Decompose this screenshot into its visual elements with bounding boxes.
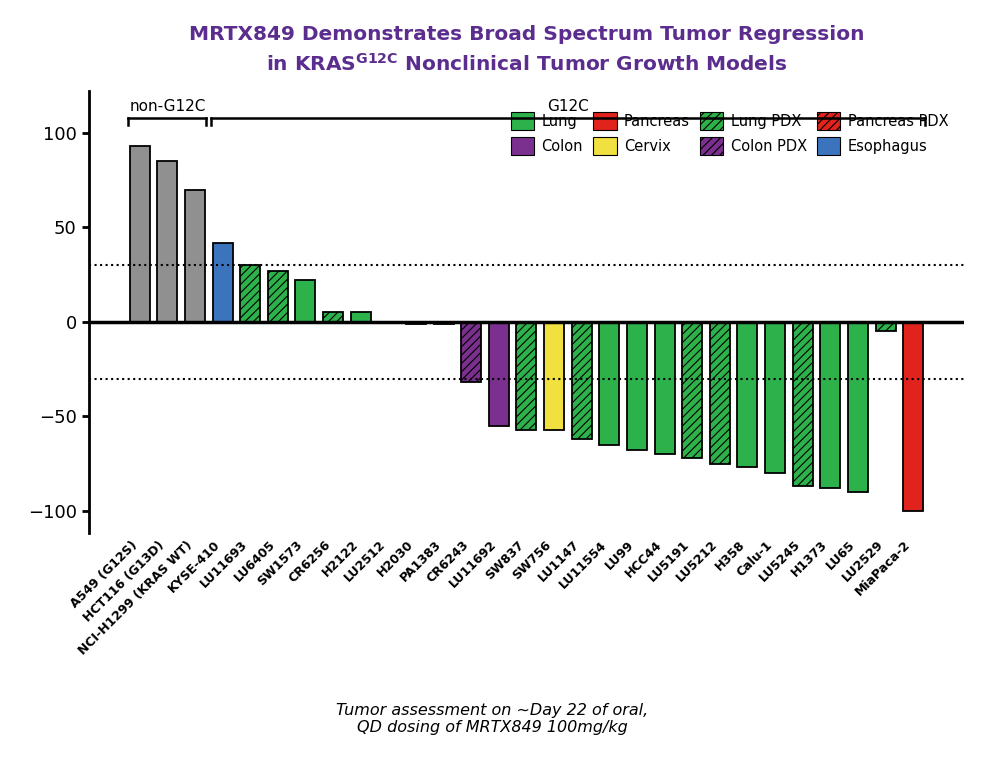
Bar (599, 322, 619, 445)
Bar (406, 322, 426, 324)
Bar (627, 322, 646, 450)
Bar (821, 322, 840, 488)
Bar (654, 322, 674, 454)
Bar (572, 322, 591, 439)
Bar (130, 146, 150, 322)
Legend: Lung, Colon, Pancreas, Cervix, Lung PDX, Colon PDX, Pancreas PDX, Esophagus: Lung, Colon, Pancreas, Cervix, Lung PDX,… (502, 103, 957, 164)
Bar (489, 322, 509, 426)
Bar (766, 322, 785, 473)
Text: Tumor assessment on ~Day 22 of oral,
QD dosing of MRTX849 100mg/kg: Tumor assessment on ~Day 22 of oral, QD … (336, 703, 648, 735)
Bar (268, 271, 287, 322)
Bar (682, 322, 703, 458)
Bar (737, 322, 758, 467)
Bar (876, 322, 895, 331)
Text: non-G12C: non-G12C (129, 99, 206, 114)
Bar (461, 322, 481, 383)
Bar (240, 265, 260, 322)
Bar (709, 322, 730, 463)
Bar (793, 322, 813, 486)
Bar (350, 312, 371, 322)
Bar (295, 280, 316, 322)
Bar (213, 242, 232, 322)
Text: G12C: G12C (547, 99, 588, 114)
Title: MRTX849 Demonstrates Broad Spectrum Tumor Regression
in KRAS$^{\mathbf{G12C}}$ N: MRTX849 Demonstrates Broad Spectrum Tumo… (189, 24, 864, 75)
Bar (434, 322, 454, 324)
Bar (323, 312, 343, 322)
Bar (157, 162, 177, 322)
Bar (544, 322, 564, 430)
Bar (185, 190, 205, 322)
Bar (517, 322, 536, 430)
Bar (848, 322, 868, 491)
Bar (903, 322, 923, 511)
